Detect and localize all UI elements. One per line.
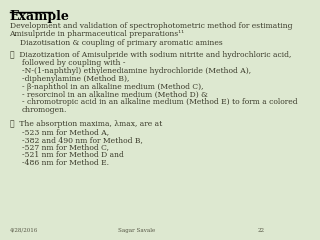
Text: Diazotisation & coupling of primary aromatic amines: Diazotisation & coupling of primary arom… [20,39,223,47]
Text: ➤  Diazotization of Amisulpride with sodium nitrite and hydrochloric acid,: ➤ Diazotization of Amisulpride with sodi… [10,51,291,59]
Text: 4/28/2016: 4/28/2016 [10,228,38,233]
Text: Amisulpride in pharmaceutical preparations¹¹: Amisulpride in pharmaceutical preparatio… [10,30,185,38]
Text: -diphenylamine (Method B),: -diphenylamine (Method B), [22,75,129,83]
Text: -382 and 490 nm for Method B,: -382 and 490 nm for Method B, [22,136,143,144]
Text: Sagar Savale: Sagar Savale [118,228,156,233]
Text: 22: 22 [257,228,264,233]
Text: -486 nm for Method E.: -486 nm for Method E. [22,159,109,167]
Text: -N-(1-naphthyl) ethylenediamine hydrochloride (Method A),: -N-(1-naphthyl) ethylenediamine hydrochl… [22,67,251,75]
Text: chromogen.: chromogen. [22,106,67,114]
Text: Development and validation of spectrophotometric method for estimating: Development and validation of spectropho… [10,22,292,30]
Text: - β-naphthol in an alkaline medium (Method C),: - β-naphthol in an alkaline medium (Meth… [22,83,203,90]
Text: - resorcinol in an alkaline medium (Method D) &: - resorcinol in an alkaline medium (Meth… [22,90,208,98]
Text: followed by coupling with -: followed by coupling with - [22,59,125,67]
Text: ➤  The absorption maxima, λmax, are at: ➤ The absorption maxima, λmax, are at [10,120,162,128]
Text: -527 nm for Method C,: -527 nm for Method C, [22,144,109,151]
Text: Example: Example [10,10,69,23]
Text: - chromotropic acid in an alkaline medium (Method E) to form a colored: - chromotropic acid in an alkaline mediu… [22,98,297,106]
Text: -521 nm for Method D and: -521 nm for Method D and [22,151,124,159]
Text: -523 nm for Method A,: -523 nm for Method A, [22,128,109,136]
